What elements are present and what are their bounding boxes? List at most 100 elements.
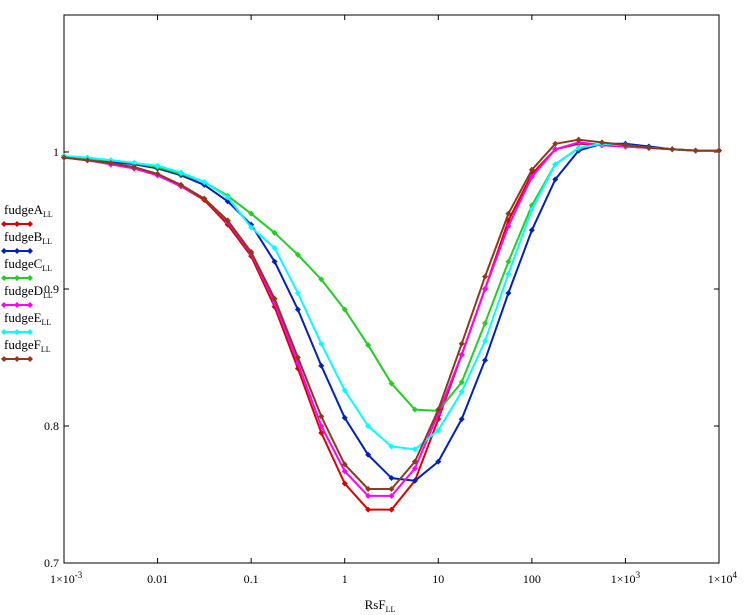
data-point [318, 340, 325, 347]
data-point [669, 146, 676, 153]
x-tick-label-exp: 4 [733, 570, 738, 580]
data-point [458, 351, 465, 358]
data-point [131, 159, 138, 166]
data-point [435, 458, 442, 465]
data-point [388, 486, 395, 493]
y-tick-label: 0.7 [44, 556, 59, 570]
data-point [411, 406, 418, 413]
x-tick-label: 0.1 [244, 572, 259, 586]
data-point [341, 480, 348, 487]
x-tick-label: 0.01 [147, 572, 168, 586]
legend-label: fudgeFLL [4, 337, 51, 354]
series-fudgeE [61, 140, 722, 453]
data-point [318, 276, 325, 283]
series-line [63, 141, 719, 497]
x-tick-label-main: 1×10 [708, 572, 733, 586]
data-point [528, 206, 535, 213]
data-point [552, 176, 559, 183]
series-fudgeF [61, 136, 722, 493]
data-point [178, 181, 185, 188]
data-point [271, 295, 278, 302]
legend-swatch-marker [27, 356, 33, 362]
legend-swatch-marker [27, 302, 33, 308]
legend-label-main: fudgeD [4, 283, 43, 298]
data-point [575, 144, 582, 151]
data-point [318, 413, 325, 420]
data-point [528, 173, 535, 180]
data-point [131, 164, 138, 171]
data-point [294, 290, 301, 297]
legend-swatch-marker [14, 356, 20, 362]
data-point [388, 506, 395, 513]
x-tick-label-main: 0.01 [147, 572, 168, 586]
legend-label-main: fudgeA [4, 202, 44, 217]
data-point [458, 416, 465, 423]
legend-swatch-marker [14, 329, 20, 335]
legend-label-main: fudgeC [4, 256, 42, 271]
data-point [107, 159, 114, 166]
data-point [271, 229, 278, 236]
data-point [482, 286, 489, 292]
data-point [248, 224, 255, 231]
legend: fudgeALLfudgeBLLfudgeCLLfudgeDLLfudgeELL… [1, 202, 53, 362]
data-point [482, 320, 489, 327]
x-tick-label: 100 [523, 572, 541, 586]
legend-item: fudgeCLL [1, 256, 52, 281]
data-point [388, 475, 395, 482]
data-point [248, 210, 255, 217]
data-point [552, 146, 559, 153]
data-point [248, 249, 255, 256]
series-line [63, 142, 719, 511]
data-point [365, 506, 372, 513]
data-point [294, 354, 301, 361]
legend-swatch-marker [1, 221, 7, 227]
data-point [411, 477, 418, 484]
series-fudgeB [61, 140, 722, 484]
legend-item: fudgeELL [1, 310, 51, 335]
data-point [388, 492, 395, 499]
data-point [341, 414, 348, 421]
legend-swatch-marker [14, 248, 20, 254]
x-axis-title: RsFLL [365, 597, 396, 614]
data-point [388, 380, 395, 387]
data-point [505, 270, 512, 277]
x-tick-label: 1×10-3 [50, 570, 83, 586]
data-point [482, 357, 489, 364]
legend-label-sub: LL [42, 237, 52, 246]
x-axis-title-main: RsF [365, 597, 386, 612]
data-point [505, 258, 512, 265]
y-tick-label: 0.8 [44, 419, 59, 433]
data-point [552, 140, 559, 147]
legend-label: fudgeCLL [4, 256, 52, 273]
y-tick-label: 0.9 [44, 282, 59, 296]
legend-label-sub: LL [42, 318, 52, 327]
data-point [505, 290, 512, 297]
data-point [224, 194, 231, 201]
x-tick-label-main: 1×10 [611, 572, 636, 586]
data-point [411, 458, 418, 465]
series-fudgeA [61, 140, 722, 513]
legend-item: fudgeFLL [1, 337, 51, 362]
data-point [154, 170, 161, 177]
legend-swatch-marker [27, 329, 33, 335]
x-tick-label-main: 10 [432, 572, 444, 586]
legend-label-main: fudgeB [4, 229, 43, 244]
legend-item: fudgeBLL [1, 229, 52, 254]
data-point [154, 162, 161, 169]
data-point [388, 443, 395, 450]
data-point [599, 139, 606, 146]
data-point [365, 486, 372, 493]
legend-swatch-marker [1, 248, 7, 254]
data-point [294, 306, 301, 313]
data-point [61, 154, 67, 161]
legend-swatch-marker [1, 275, 7, 281]
legend-swatch-marker [14, 221, 20, 227]
data-point [365, 451, 372, 458]
legend-item: fudgeDLL [1, 283, 53, 308]
data-point [411, 446, 418, 453]
data-point [482, 338, 489, 345]
data-point [318, 362, 325, 369]
data-point [528, 227, 535, 234]
series-line [63, 138, 719, 490]
